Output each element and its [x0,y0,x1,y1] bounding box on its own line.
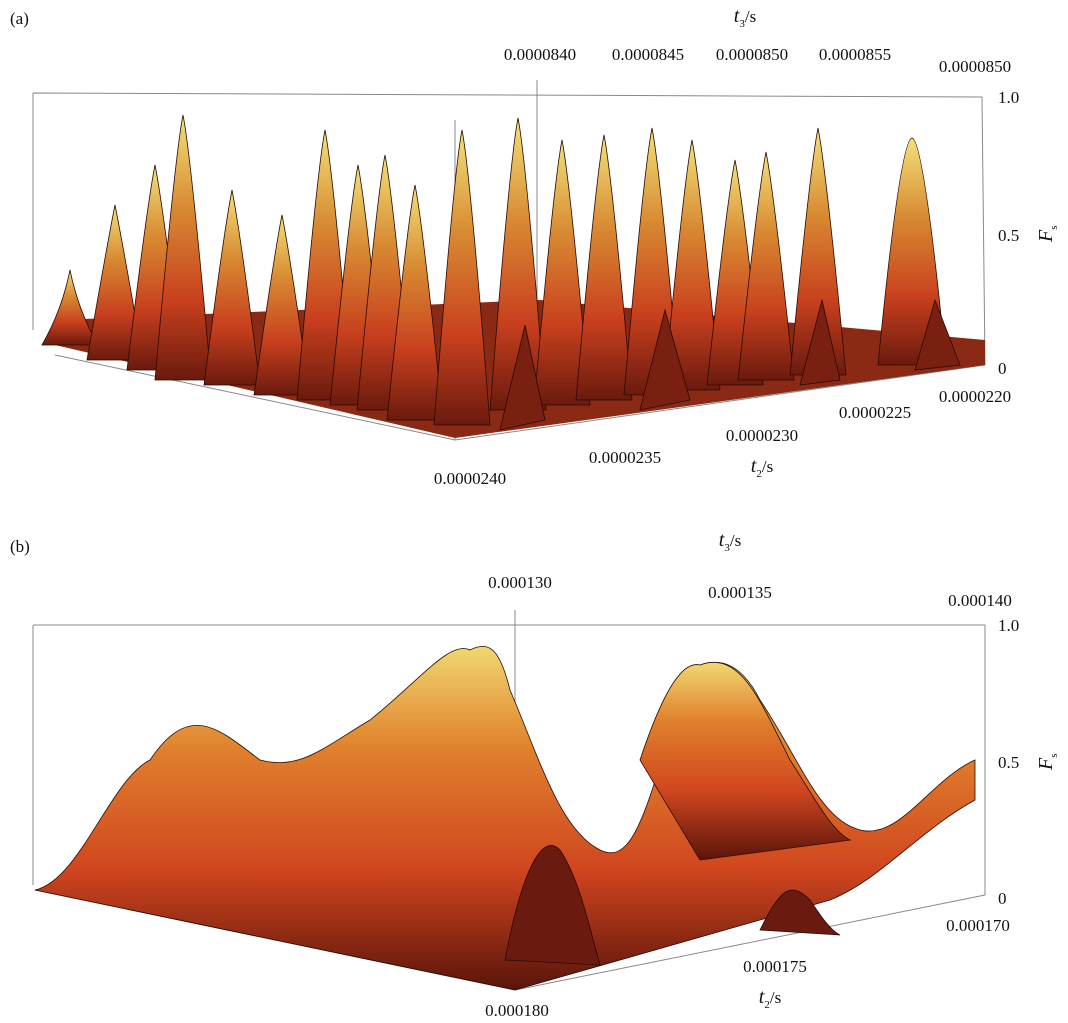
t2-tick-label: 0.0000225 [839,403,911,422]
fs-axis-title: Fs [1035,226,1060,244]
fs-tick-label: 0 [998,359,1007,378]
t2-tick-label: 0.000170 [946,916,1010,935]
t2-tick-label: 0.0000240 [434,469,506,488]
t3-tick-label: 0.0000840 [504,45,576,64]
t3-tick-label: 0.000130 [488,573,552,592]
surface [41,114,947,426]
t3-axis-title: t3/s [719,529,741,554]
t2-tick-label: 0.0000220 [939,387,1011,406]
t3-tick-label: 0.0000845 [612,45,684,64]
t2-axis-title: t2/s [759,986,781,1011]
t2-tick-label: 0.000180 [485,1001,549,1020]
surface [34,646,976,991]
panel-label: (a) [10,9,29,28]
bounding-box [32,610,986,991]
surface-front [499,298,961,431]
fs-tick-label: 0.5 [998,753,1019,772]
t3-axis-title: t3/s [734,5,756,30]
surface-front [504,845,841,966]
t2-axis-title: t2/s [751,455,773,480]
panel-b: (b) t3/s 0.000130 0.000135 0.000140 0.00… [10,529,1060,1020]
t3-tick-label: 0.0000850 [939,57,1011,76]
fs-axis-title: Fs [1035,754,1060,772]
fs-tick-label: 0 [998,889,1007,908]
t3-tick-label: 0.000135 [708,583,772,602]
t2-tick-label: 0.000175 [743,957,807,976]
t3-tick-label: 0.0000850 [716,45,788,64]
panel-label: (b) [10,537,30,556]
t2-tick-label: 0.0000230 [726,426,798,445]
t3-tick-label: 0.000140 [948,591,1012,610]
surface [639,662,852,861]
fs-tick-label: 0.5 [998,226,1019,245]
panel-a: (a) t3/s 0.0000840 0.0000845 0.0000850 0… [10,5,1060,488]
t3-tick-label: 0.0000855 [819,45,891,64]
bounding-box [32,80,986,441]
fs-tick-label: 1.0 [998,88,1019,107]
t2-tick-label: 0.0000235 [589,448,661,467]
fs-tick-label: 1.0 [998,616,1019,635]
